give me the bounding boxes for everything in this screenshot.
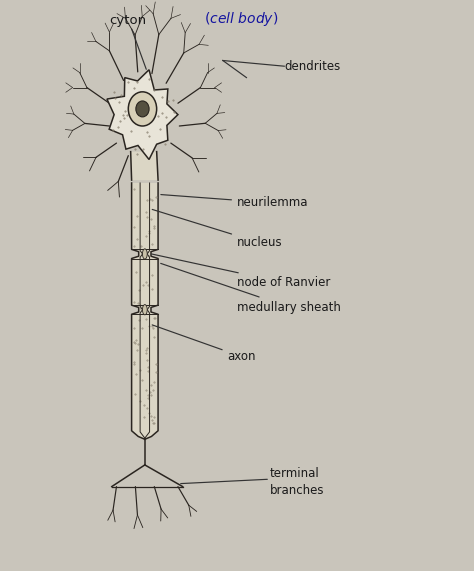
Text: cyton: cyton [110, 14, 147, 27]
Text: node of Ranvier: node of Ranvier [152, 254, 330, 289]
Text: $\it{( cell\ body)}$: $\it{( cell\ body)}$ [204, 10, 278, 28]
Polygon shape [131, 152, 158, 180]
Text: dendrites: dendrites [284, 60, 340, 73]
Ellipse shape [143, 249, 147, 259]
Text: medullary sheath: medullary sheath [161, 263, 341, 313]
Text: axon: axon [152, 325, 256, 363]
Text: terminal
branches: terminal branches [270, 467, 325, 497]
Text: nucleus: nucleus [152, 210, 283, 250]
Text: neurilemma: neurilemma [161, 195, 309, 210]
Circle shape [136, 101, 149, 117]
Circle shape [128, 92, 156, 126]
Polygon shape [132, 183, 158, 439]
Polygon shape [107, 70, 178, 159]
Ellipse shape [143, 304, 147, 315]
